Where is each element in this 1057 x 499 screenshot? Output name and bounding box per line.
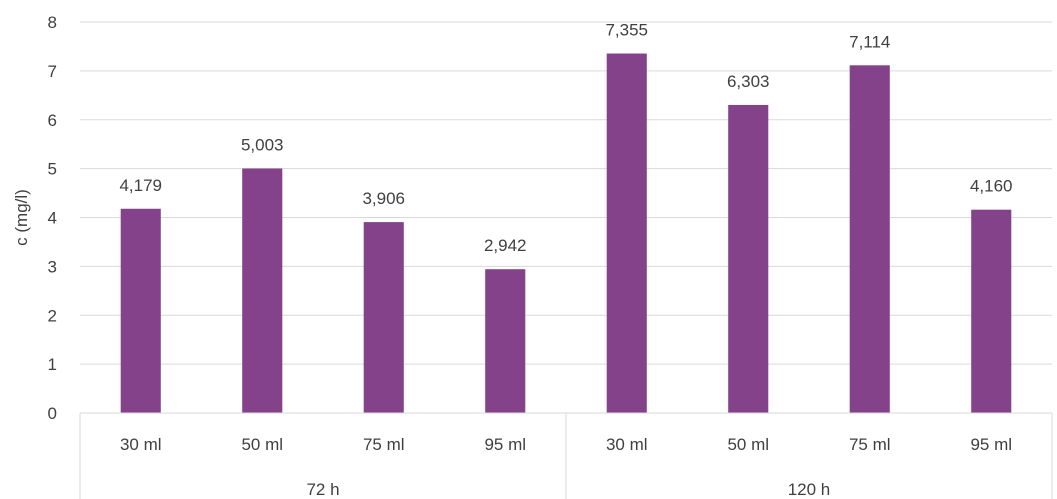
x-category-label: 30 ml [120, 435, 162, 454]
y-tick-label: 1 [48, 355, 57, 374]
x-category-label: 50 ml [241, 435, 283, 454]
y-tick-label: 4 [48, 209, 57, 228]
x-category-label: 75 ml [849, 435, 891, 454]
data-label: 5,003 [241, 135, 284, 154]
bars [120, 53, 1012, 414]
bar [242, 168, 283, 413]
labels: 0 1 2 3 4 5 6 7 8 4,179 30 ml 5,003 50 ml 3,906 75 ml 2… [48, 13, 1013, 499]
y-tick-label: 3 [48, 257, 57, 276]
bar [728, 104, 769, 414]
y-axis-title: c (mg/l) [12, 189, 31, 246]
data-label: 4,160 [970, 177, 1013, 196]
x-category-label: 50 ml [727, 435, 769, 454]
bar [606, 53, 647, 413]
bar [849, 65, 890, 413]
y-tick-label: 2 [48, 306, 57, 325]
x-group-label: 72 h [306, 480, 339, 499]
x-category-label: 95 ml [484, 435, 526, 454]
bar [363, 222, 404, 413]
data-label: 3,906 [362, 189, 405, 208]
gridlines [80, 21, 1052, 365]
data-label: 6,303 [727, 72, 770, 91]
data-label: 2,942 [484, 236, 527, 255]
x-group-label: 120 h [788, 480, 831, 499]
x-category-label: 30 ml [606, 435, 648, 454]
axes [79, 412, 1053, 499]
x-category-label: 95 ml [970, 435, 1012, 454]
y-tick-label: 7 [48, 62, 57, 81]
y-tick-label: 8 [48, 13, 57, 32]
data-label: 7,114 [849, 32, 890, 51]
bar [485, 269, 526, 413]
data-label: 7,355 [605, 21, 648, 40]
y-tick-label: 6 [48, 111, 57, 130]
x-category-label: 75 ml [363, 435, 405, 454]
data-label: 4,179 [119, 176, 162, 195]
bar [120, 208, 161, 413]
bar [971, 209, 1012, 413]
y-tick-label: 0 [48, 404, 57, 423]
y-tick-label: 5 [48, 160, 57, 179]
